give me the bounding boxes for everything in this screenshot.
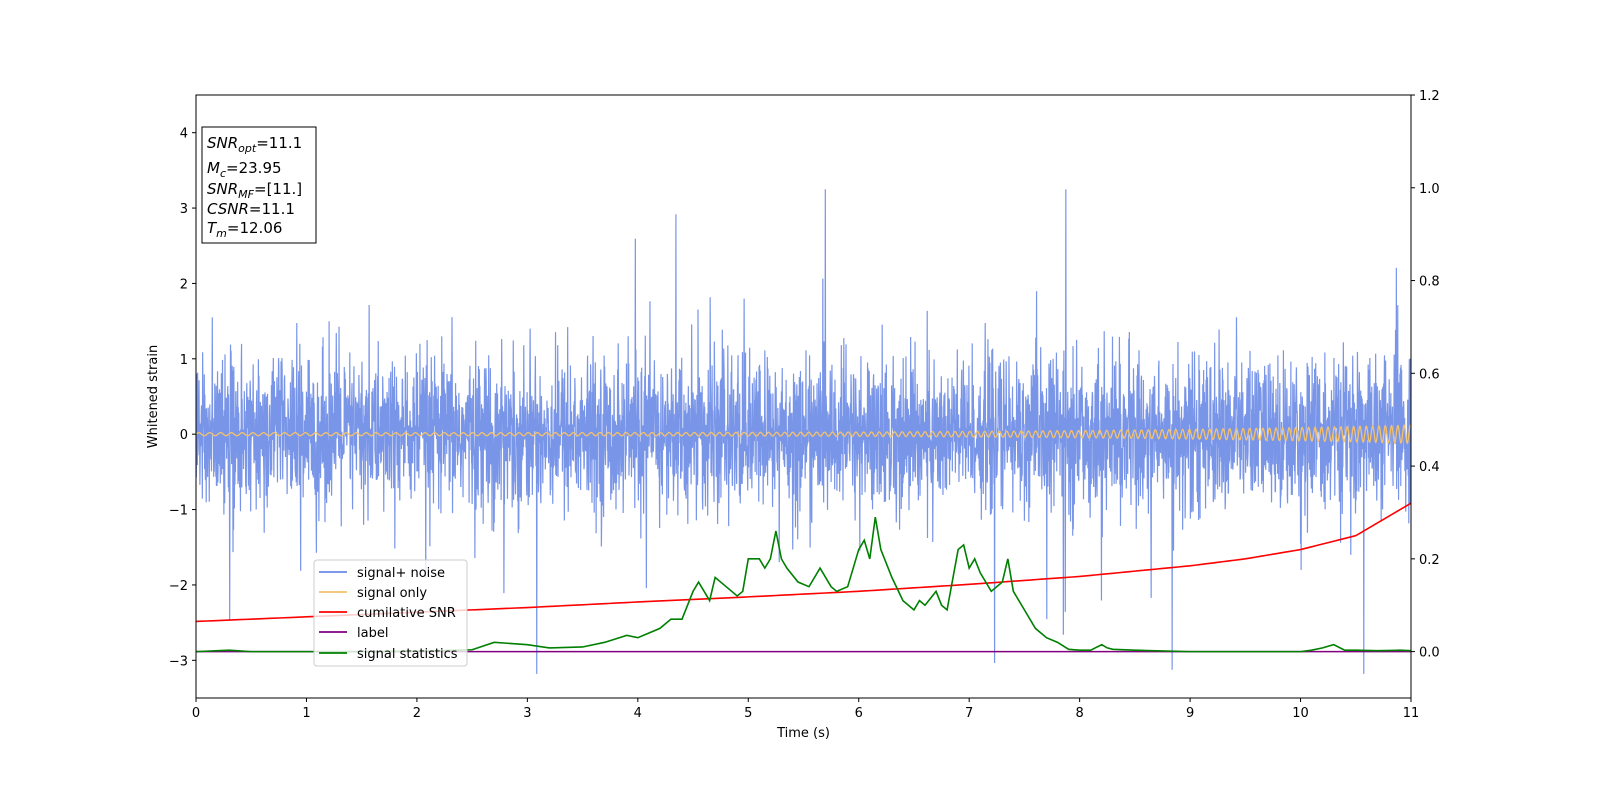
y-tick-label: −2 — [169, 579, 188, 594]
series-signal-statistics-line — [196, 516, 1411, 653]
x-tick-label: 8 — [1075, 706, 1083, 721]
annotation-line: SNRopt=11.1 — [207, 134, 302, 155]
x-tick-label: 0 — [192, 706, 200, 721]
legend-item-signal-only: signal only — [319, 586, 427, 601]
annotation-line: CSNR=11.1 — [207, 200, 295, 218]
legend-label: cumilative SNR — [357, 606, 456, 621]
legend-item-signal-statistics: signal statistics — [319, 647, 458, 662]
annotation-line: SNRMF=[11.] — [207, 180, 302, 201]
x-tick-label: 10 — [1292, 706, 1309, 721]
y2-tick-label: 0.2 — [1419, 553, 1440, 568]
x-tick-label: 11 — [1403, 706, 1420, 721]
x-tick-label: 7 — [965, 706, 973, 721]
y2-tick-label: 0.8 — [1419, 275, 1440, 290]
y-tick-label: 1 — [180, 353, 188, 368]
y-tick-label: −1 — [169, 504, 188, 519]
x-tick-label: 3 — [523, 706, 531, 721]
y-tick-label: 0 — [180, 428, 188, 443]
y2-tick-label: 0.4 — [1419, 460, 1440, 475]
annotation-frame — [201, 126, 317, 244]
x-tick-label: 2 — [413, 706, 421, 721]
annotation-line: Mc=23.95 — [207, 159, 282, 180]
y2-tick-label: 1.2 — [1419, 89, 1440, 104]
x-tick-label: 6 — [855, 706, 863, 721]
series-signal-only-line — [196, 423, 1411, 445]
plot-frame — [195, 94, 1412, 699]
x-tick-label: 5 — [744, 706, 752, 721]
metrics-annotation-box: SNRopt=11.1 Mc=23.95SNRMF=[11.]CSNR=11.1T… — [201, 126, 317, 244]
y-axis-label: Whitened strain — [146, 345, 161, 448]
y-tick-label: 4 — [180, 127, 188, 142]
legend-frame — [313, 559, 468, 667]
legend-label: signal only — [357, 586, 427, 601]
legend: signal+ noise signal only cumilative SNR la… — [313, 559, 468, 667]
legend-label: signal+ noise — [357, 566, 445, 581]
x-tick-label: 1 — [302, 706, 310, 721]
y-tick-label: 3 — [180, 202, 188, 217]
y-tick-label: −3 — [169, 654, 188, 669]
y2-tick-label: 0.0 — [1419, 646, 1440, 661]
legend-label: label — [357, 626, 388, 641]
legend-label: signal statistics — [357, 647, 458, 662]
y2-tick-label: 0.6 — [1419, 367, 1440, 382]
y-tick-label: 2 — [180, 277, 188, 292]
x-axis-label: Time (s) — [776, 726, 830, 741]
annotation-line: Tm=12.06 — [207, 219, 282, 240]
legend-item-label: label — [319, 626, 388, 641]
legend-item-cumilative-snr: cumilative SNR — [319, 606, 456, 621]
legend-item-signal-noise: signal+ noise — [319, 566, 445, 581]
ticks-layer: 0 1 2 3 4 5 6 7 8 9 10 11 −3 −2 −1 0 1 2 3 4 0.0 0.2 0.4 0.6 0.8… — [169, 89, 1440, 721]
x-tick-label: 4 — [634, 706, 642, 721]
x-tick-label: 9 — [1186, 706, 1194, 721]
y2-tick-label: 1.0 — [1419, 182, 1440, 197]
